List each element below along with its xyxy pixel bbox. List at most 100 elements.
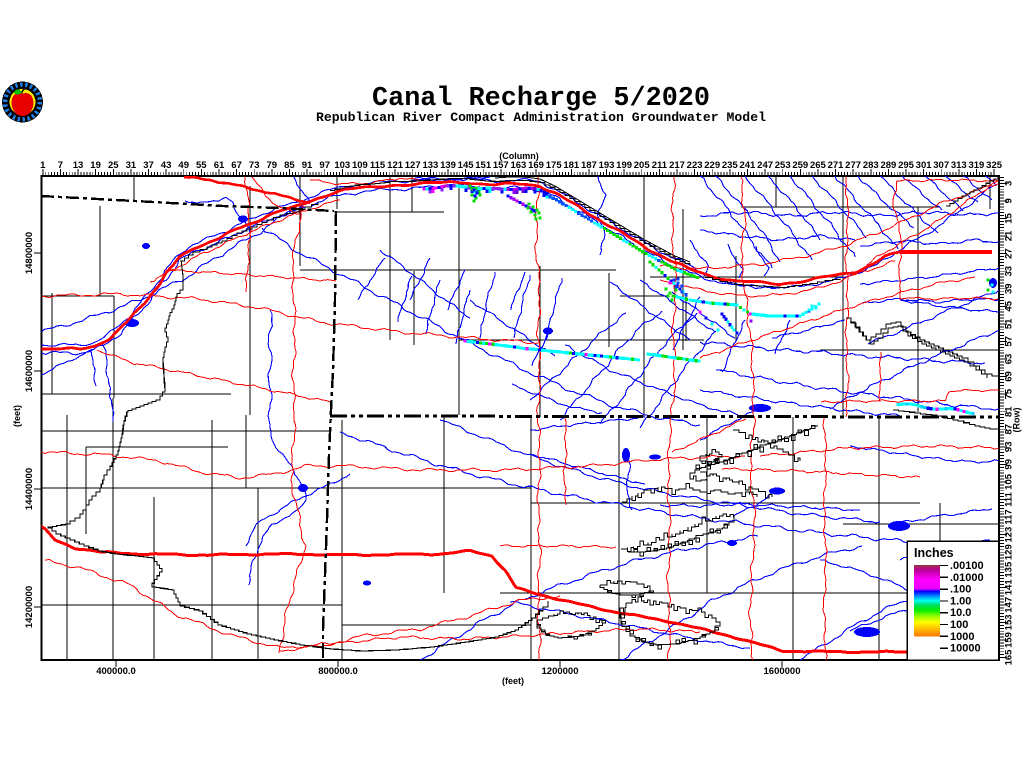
svg-text:145: 145 <box>458 160 475 171</box>
svg-text:319: 319 <box>968 160 984 171</box>
svg-text:139: 139 <box>440 160 456 171</box>
svg-text:165: 165 <box>1004 649 1015 666</box>
svg-text:169: 169 <box>528 160 544 171</box>
svg-text:(feet): (feet) <box>502 676 524 686</box>
svg-text:111: 111 <box>1004 491 1015 507</box>
svg-text:151: 151 <box>475 160 492 171</box>
svg-text:43: 43 <box>161 160 172 171</box>
svg-text:205: 205 <box>634 160 651 171</box>
svg-text:100: 100 <box>950 619 968 631</box>
svg-text:97: 97 <box>319 160 330 171</box>
svg-text:157: 157 <box>493 160 509 171</box>
svg-text:1.00: 1.00 <box>950 595 971 607</box>
svg-text:117: 117 <box>1004 509 1015 524</box>
svg-text:105: 105 <box>1004 473 1015 490</box>
svg-text:91: 91 <box>302 160 313 171</box>
svg-text:.00100: .00100 <box>950 560 984 572</box>
svg-text:39: 39 <box>1004 283 1015 294</box>
svg-text:21: 21 <box>1004 230 1015 241</box>
svg-text:.01000: .01000 <box>950 572 984 584</box>
svg-text:115: 115 <box>370 160 386 171</box>
svg-text:199: 199 <box>616 160 632 171</box>
svg-text:103: 103 <box>334 160 350 171</box>
svg-text:69: 69 <box>1004 371 1015 382</box>
svg-text:31: 31 <box>126 160 137 171</box>
svg-text:109: 109 <box>352 160 368 171</box>
svg-text:85: 85 <box>284 160 295 171</box>
svg-text:37: 37 <box>143 160 154 171</box>
svg-text:57: 57 <box>1004 336 1015 347</box>
svg-text:75: 75 <box>1004 388 1015 399</box>
svg-text:27: 27 <box>1004 248 1015 259</box>
svg-text:13: 13 <box>73 160 84 171</box>
svg-text:Canal Recharge 5/2020: Canal Recharge 5/2020 <box>372 84 710 114</box>
svg-text:9: 9 <box>1004 198 1015 203</box>
svg-text:277: 277 <box>845 160 861 171</box>
svg-text:1200000: 1200000 <box>542 666 579 677</box>
svg-text:67: 67 <box>231 160 242 171</box>
svg-text:141: 141 <box>1004 579 1015 596</box>
svg-text:14600000: 14600000 <box>24 350 35 392</box>
svg-text:51: 51 <box>1004 318 1015 329</box>
svg-text:153: 153 <box>1004 614 1015 630</box>
svg-text:283: 283 <box>863 160 879 171</box>
svg-text:45: 45 <box>1004 300 1015 311</box>
svg-text:14800000: 14800000 <box>24 232 35 274</box>
svg-text:147: 147 <box>1004 597 1015 613</box>
svg-text:223: 223 <box>687 160 703 171</box>
svg-text:159: 159 <box>1004 632 1015 648</box>
svg-text:211: 211 <box>652 160 668 171</box>
svg-text:10.0: 10.0 <box>950 607 971 619</box>
svg-text:229: 229 <box>704 160 720 171</box>
svg-text:123: 123 <box>1004 527 1015 543</box>
svg-text:259: 259 <box>792 160 808 171</box>
svg-text:1000: 1000 <box>950 631 974 643</box>
svg-text:14400000: 14400000 <box>24 468 35 510</box>
svg-text:187: 187 <box>581 160 597 171</box>
svg-text:10000: 10000 <box>950 643 981 655</box>
svg-text:(feet): (feet) <box>12 405 22 427</box>
svg-text:55: 55 <box>196 160 207 171</box>
svg-text:135: 135 <box>1004 561 1015 578</box>
svg-text:217: 217 <box>669 160 685 171</box>
svg-text:175: 175 <box>546 160 563 171</box>
svg-text:325: 325 <box>986 160 1003 171</box>
svg-text:49: 49 <box>178 160 189 171</box>
svg-text:241: 241 <box>739 160 756 171</box>
svg-text:7: 7 <box>58 160 63 171</box>
svg-text:99: 99 <box>1004 459 1015 470</box>
svg-text:87: 87 <box>1004 424 1015 435</box>
svg-text:127: 127 <box>405 160 421 171</box>
svg-text:33: 33 <box>1004 266 1015 277</box>
svg-text:73: 73 <box>249 160 260 171</box>
svg-text:1: 1 <box>40 160 46 171</box>
svg-text:1600000: 1600000 <box>764 666 801 677</box>
svg-text:121: 121 <box>387 160 404 171</box>
svg-text:265: 265 <box>810 160 827 171</box>
svg-text:313: 313 <box>951 160 967 171</box>
svg-text:93: 93 <box>1004 442 1015 453</box>
svg-text:247: 247 <box>757 160 773 171</box>
svg-text:253: 253 <box>775 160 791 171</box>
svg-text:301: 301 <box>916 160 933 171</box>
svg-text:(Column): (Column) <box>499 151 539 161</box>
svg-text:271: 271 <box>828 160 845 171</box>
svg-text:289: 289 <box>880 160 896 171</box>
svg-text:Inches: Inches <box>914 546 954 560</box>
svg-text:163: 163 <box>510 160 526 171</box>
svg-text:295: 295 <box>898 160 915 171</box>
svg-text:Republican River Compact Admin: Republican River Compact Administration … <box>316 110 766 125</box>
svg-text:129: 129 <box>1004 544 1015 560</box>
svg-text:400000.0: 400000.0 <box>96 666 136 677</box>
svg-text:.100: .100 <box>950 584 971 596</box>
svg-text:800000.0: 800000.0 <box>318 666 358 677</box>
svg-text:181: 181 <box>563 160 580 171</box>
svg-text:(Row): (Row) <box>1012 408 1022 433</box>
svg-text:307: 307 <box>933 160 949 171</box>
svg-text:25: 25 <box>108 160 119 171</box>
svg-text:81: 81 <box>1004 406 1015 417</box>
svg-text:133: 133 <box>422 160 438 171</box>
svg-text:14200000: 14200000 <box>24 586 35 628</box>
svg-text:235: 235 <box>722 160 739 171</box>
svg-text:15: 15 <box>1004 213 1015 224</box>
